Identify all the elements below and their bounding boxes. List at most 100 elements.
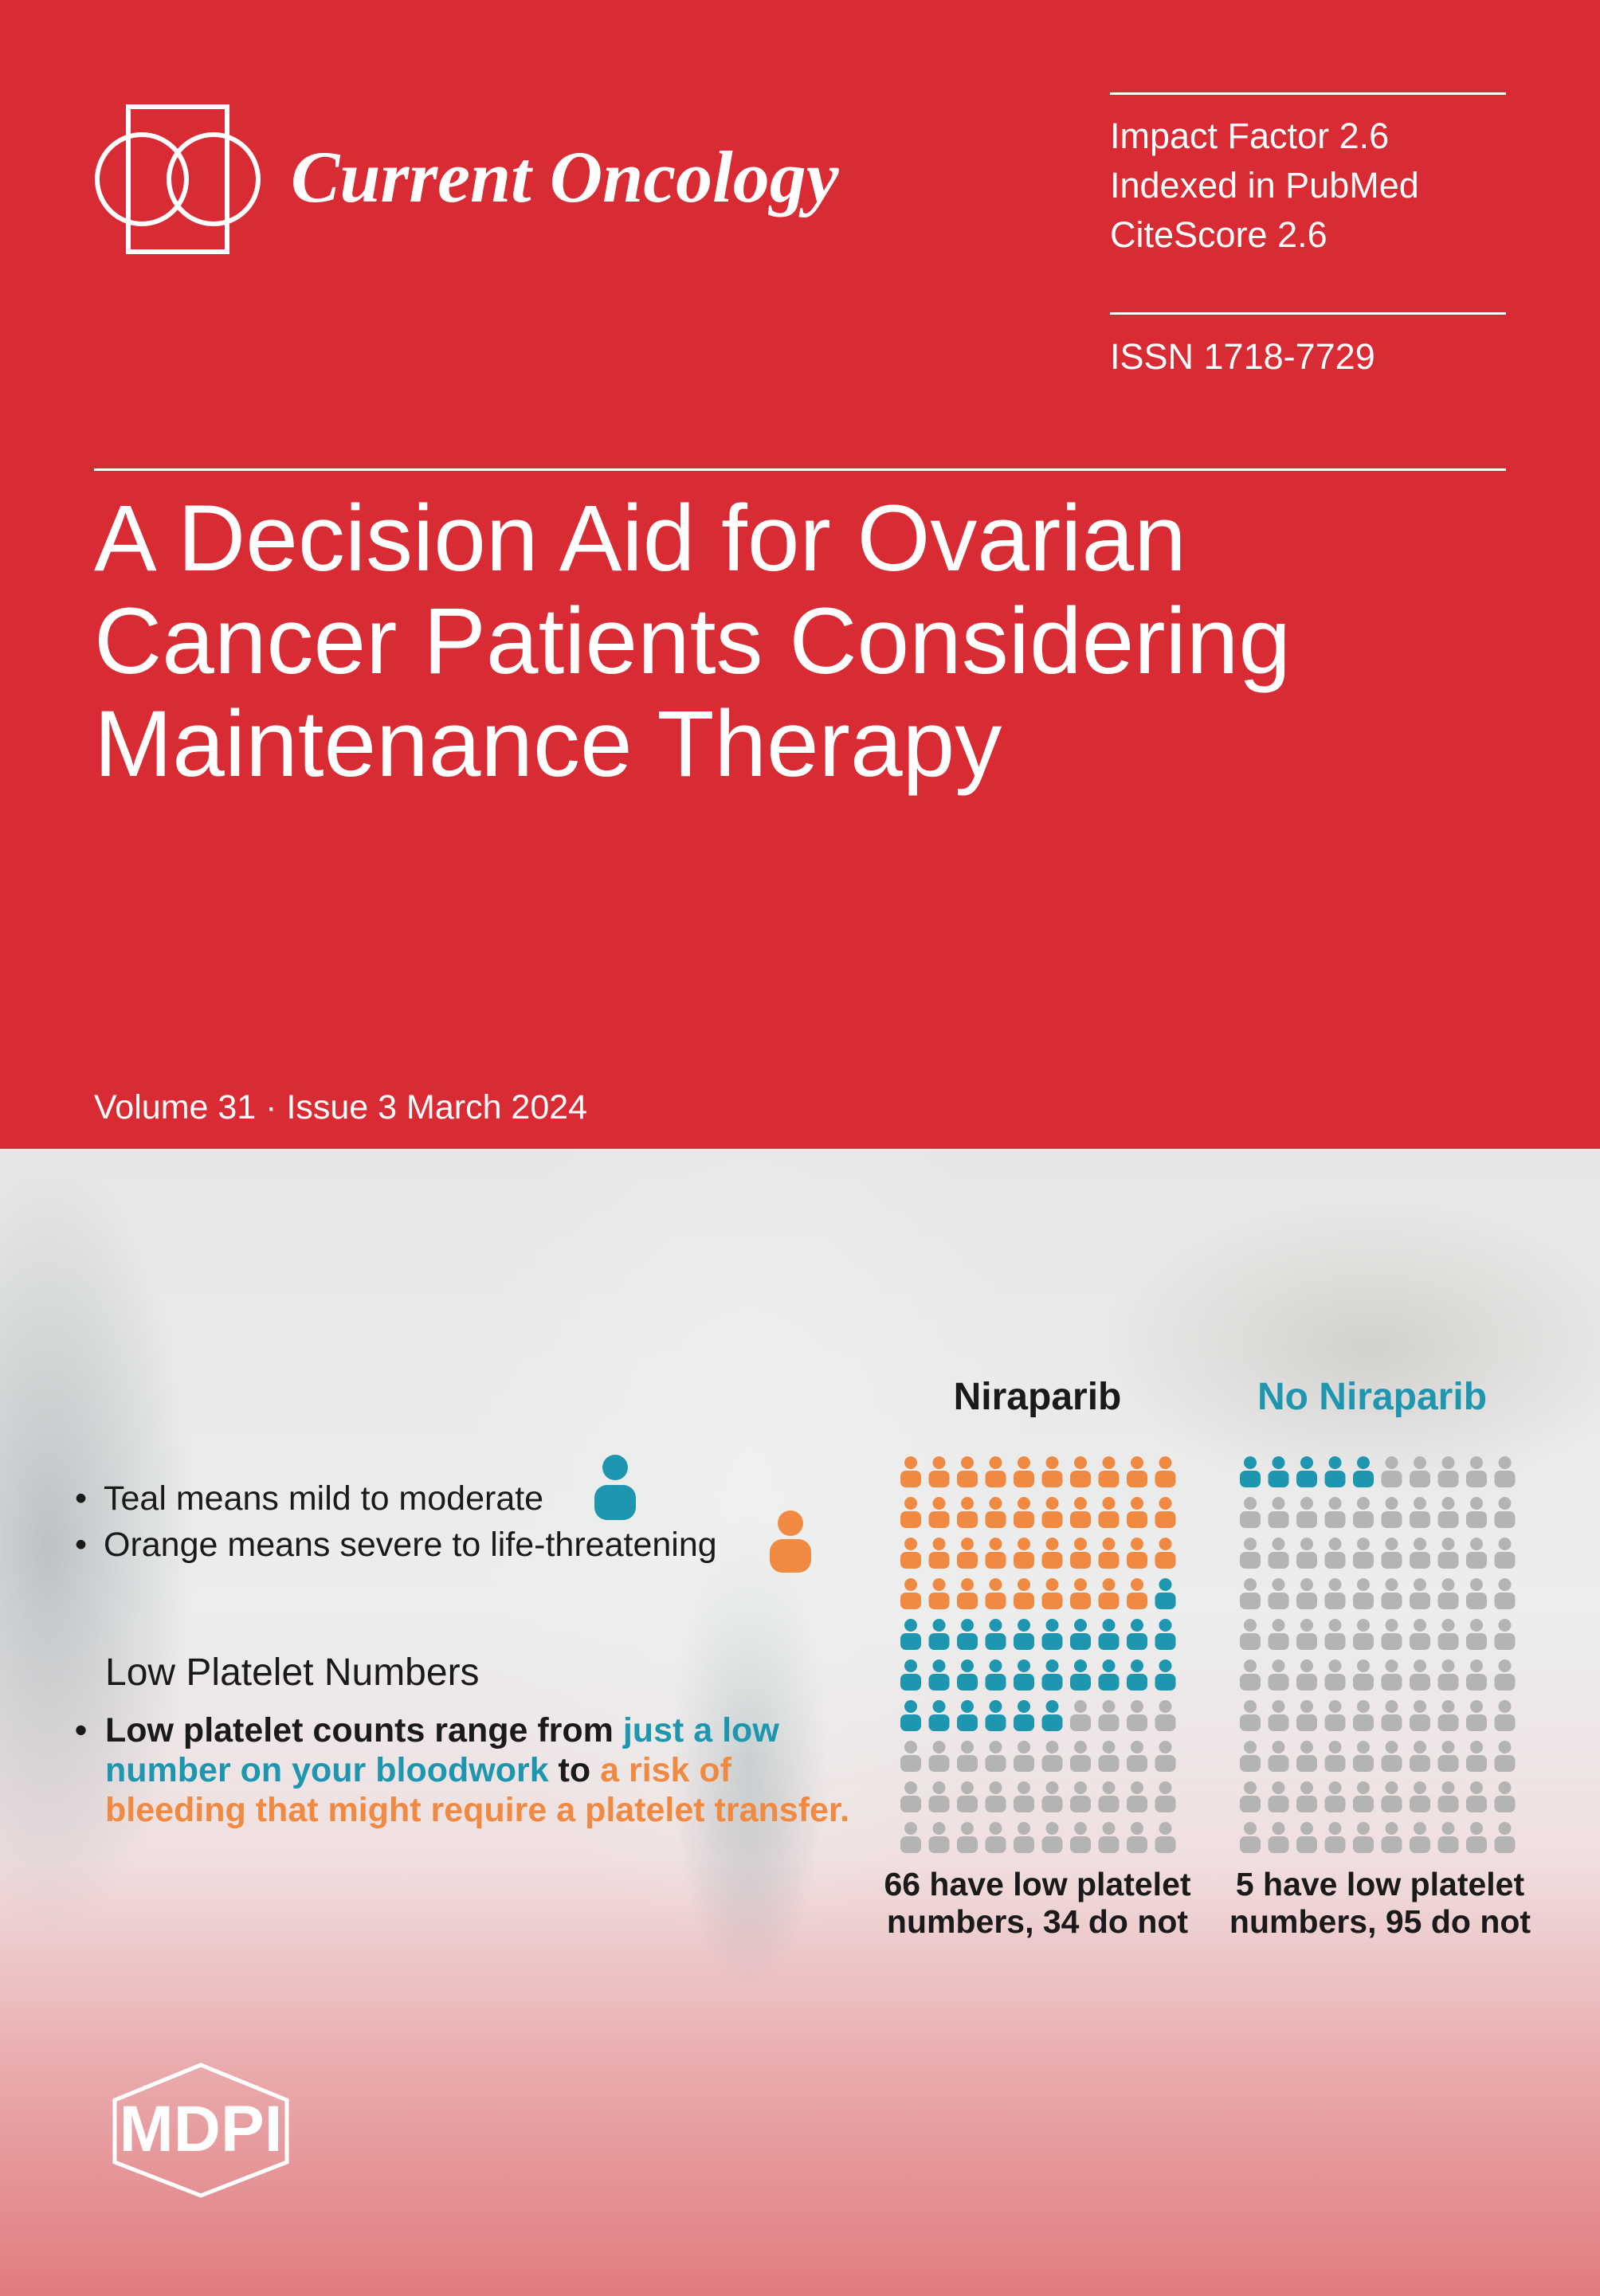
person-mild-icon — [985, 1700, 1006, 1731]
person-unaffected-icon — [1410, 1619, 1430, 1650]
person-unaffected-icon — [1466, 1741, 1487, 1772]
person-unaffected-icon — [1155, 1741, 1176, 1772]
person-unaffected-icon — [1381, 1497, 1402, 1528]
person-unaffected-icon — [957, 1741, 978, 1772]
person-severe-icon — [1127, 1497, 1147, 1528]
person-unaffected-icon — [1410, 1456, 1430, 1487]
person-severe-icon — [985, 1538, 1006, 1569]
volume: Volume 31 — [94, 1088, 257, 1126]
person-severe-icon — [1070, 1456, 1091, 1487]
person-severe-icon — [1070, 1497, 1091, 1528]
person-mild-icon — [1155, 1659, 1176, 1691]
person-mild-icon — [1014, 1619, 1034, 1650]
person-mild-icon — [957, 1659, 978, 1691]
person-unaffected-icon — [1466, 1781, 1487, 1812]
person-unaffected-icon — [1466, 1822, 1487, 1853]
person-unaffected-icon — [1070, 1741, 1091, 1772]
journal-metrics: Impact Factor 2.6 Indexed in PubMed Cite… — [1110, 112, 1419, 260]
publisher-name: MDPI — [120, 2093, 283, 2165]
person-unaffected-icon — [1240, 1822, 1261, 1853]
person-severe-icon — [928, 1456, 950, 1487]
person-unaffected-icon — [1268, 1741, 1289, 1772]
person-unaffected-icon — [1014, 1781, 1034, 1812]
person-unaffected-icon — [1014, 1741, 1034, 1772]
person-unaffected-icon — [1240, 1619, 1261, 1650]
icon-array-niraparib — [900, 1456, 1176, 1853]
person-unaffected-icon — [1098, 1822, 1120, 1853]
person-unaffected-icon — [1268, 1781, 1289, 1812]
person-severe-icon — [928, 1578, 950, 1609]
person-severe-icon — [985, 1578, 1006, 1609]
person-mild-icon — [1268, 1456, 1289, 1487]
person-unaffected-icon — [1240, 1741, 1261, 1772]
person-unaffected-icon — [1353, 1578, 1374, 1609]
person-severe-icon — [1098, 1578, 1120, 1609]
person-unaffected-icon — [1296, 1538, 1317, 1569]
person-unaffected-icon — [1494, 1456, 1516, 1487]
person-unaffected-icon — [1494, 1781, 1516, 1812]
person-unaffected-icon — [1466, 1538, 1487, 1569]
person-mild-icon — [1014, 1700, 1034, 1731]
person-unaffected-icon — [1240, 1659, 1261, 1691]
person-unaffected-icon — [1410, 1781, 1430, 1812]
person-severe-icon — [1127, 1456, 1147, 1487]
person-unaffected-icon — [1268, 1659, 1289, 1691]
person-unaffected-icon — [1437, 1700, 1459, 1731]
person-unaffected-icon — [1353, 1781, 1374, 1812]
person-mild-icon — [985, 1619, 1006, 1650]
person-severe-icon — [957, 1456, 978, 1487]
person-unaffected-icon — [1296, 1700, 1317, 1731]
person-mild-icon — [1324, 1456, 1346, 1487]
mild-phrase: just a low number on your bloodwork — [105, 1711, 779, 1789]
person-unaffected-icon — [928, 1822, 950, 1853]
impact-factor: Impact Factor 2.6 — [1110, 116, 1390, 156]
person-unaffected-icon — [1494, 1619, 1516, 1650]
person-unaffected-icon — [1098, 1700, 1120, 1731]
person-unaffected-icon — [1381, 1456, 1402, 1487]
person-unaffected-icon — [1296, 1619, 1317, 1650]
person-mild-icon — [1041, 1659, 1063, 1691]
person-severe-icon — [900, 1538, 921, 1569]
person-unaffected-icon — [1296, 1497, 1317, 1528]
issn: ISSN 1718-7729 — [1110, 336, 1375, 377]
person-unaffected-icon — [1155, 1822, 1176, 1853]
person-severe-icon — [1155, 1538, 1176, 1569]
person-mild-icon — [900, 1659, 921, 1691]
person-unaffected-icon — [1437, 1781, 1459, 1812]
journal-logo-icon — [95, 104, 261, 254]
person-severe-icon — [1041, 1578, 1063, 1609]
person-unaffected-icon — [1381, 1781, 1402, 1812]
person-unaffected-icon — [1410, 1538, 1430, 1569]
person-severe-icon — [928, 1538, 950, 1569]
platelet-bullet: • Low platelet counts range from just a … — [75, 1711, 850, 1829]
person-unaffected-icon — [1324, 1781, 1346, 1812]
citescore: CiteScore 2.6 — [1110, 214, 1327, 255]
person-severe-icon — [1155, 1456, 1176, 1487]
person-unaffected-icon — [1240, 1497, 1261, 1528]
issue-info: Volume 31 · Issue 3 March 2024 — [94, 1085, 587, 1130]
person-unaffected-icon — [1070, 1700, 1091, 1731]
person-severe-icon — [1014, 1497, 1034, 1528]
divider — [1110, 312, 1506, 315]
person-unaffected-icon — [1410, 1578, 1430, 1609]
person-unaffected-icon — [1494, 1822, 1516, 1853]
person-unaffected-icon — [1494, 1659, 1516, 1691]
person-unaffected-icon — [1353, 1741, 1374, 1772]
person-severe-icon — [1070, 1578, 1091, 1609]
person-unaffected-icon — [928, 1741, 950, 1772]
person-unaffected-icon — [1437, 1822, 1459, 1853]
article-title: A Decision Aid for Ovarian Cancer Patien… — [94, 486, 1292, 797]
person-unaffected-icon — [1437, 1741, 1459, 1772]
person-unaffected-icon — [1324, 1497, 1346, 1528]
person-unaffected-icon — [1240, 1578, 1261, 1609]
person-severe-icon — [1041, 1538, 1063, 1569]
person-severe-icon — [1098, 1497, 1120, 1528]
person-unaffected-icon — [1070, 1781, 1091, 1812]
person-severe-icon — [1098, 1456, 1120, 1487]
person-severe-icon — [900, 1578, 921, 1609]
person-unaffected-icon — [900, 1822, 921, 1853]
person-unaffected-icon — [1127, 1822, 1147, 1853]
person-unaffected-icon — [1296, 1578, 1317, 1609]
person-unaffected-icon — [1324, 1619, 1346, 1650]
person-unaffected-icon — [1437, 1497, 1459, 1528]
